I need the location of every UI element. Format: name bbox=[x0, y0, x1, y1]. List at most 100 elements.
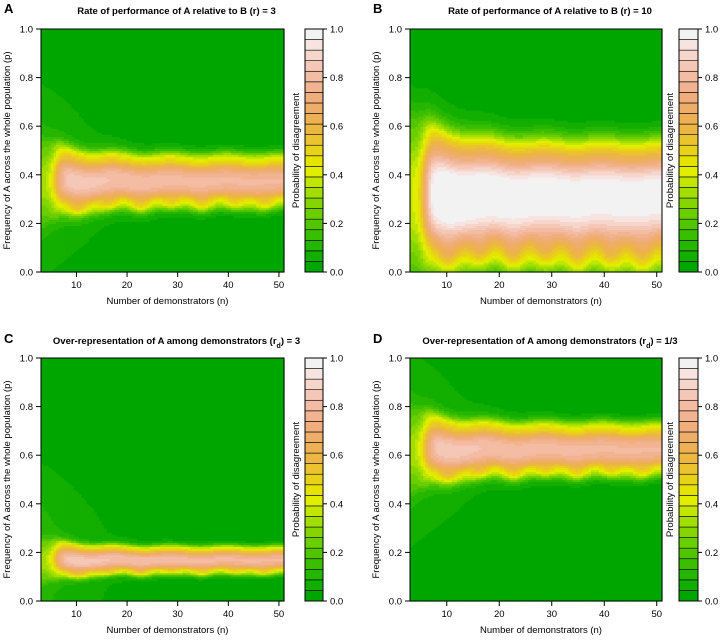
heatmap-cell bbox=[63, 49, 67, 52]
heatmap-cell bbox=[46, 267, 50, 271]
heatmap-cell bbox=[61, 225, 65, 229]
heatmap-cell bbox=[48, 251, 52, 255]
heatmap-cell bbox=[41, 178, 45, 182]
heatmap-cell bbox=[46, 31, 50, 34]
heatmap-cell bbox=[56, 87, 60, 91]
heatmap-cell bbox=[43, 186, 47, 190]
heatmap-cell bbox=[58, 243, 62, 247]
heatmap-cell bbox=[61, 231, 65, 235]
heatmap-cell bbox=[48, 29, 52, 32]
heatmap-cell bbox=[53, 154, 57, 158]
heatmap-cell bbox=[56, 105, 60, 109]
heatmap-cell bbox=[41, 162, 45, 166]
heatmap-cell bbox=[53, 105, 57, 109]
heatmap-cell bbox=[53, 184, 57, 188]
heatmap-cell bbox=[43, 253, 47, 257]
heatmap-cell bbox=[61, 31, 65, 34]
heatmap-cell bbox=[63, 140, 67, 144]
heatmap-cell bbox=[61, 203, 65, 206]
heatmap-cell bbox=[58, 231, 62, 235]
heatmap-cell bbox=[61, 114, 65, 117]
heatmap-cell bbox=[41, 103, 45, 107]
heatmap-cell bbox=[58, 132, 62, 135]
heatmap-cell bbox=[51, 107, 55, 111]
heatmap-cell bbox=[61, 118, 65, 121]
heatmap-cell bbox=[61, 132, 65, 135]
heatmap-cell bbox=[51, 184, 55, 188]
heatmap-cell bbox=[48, 91, 52, 95]
heatmap-cell bbox=[66, 247, 70, 251]
heatmap-cell bbox=[53, 168, 57, 172]
heatmap-cell bbox=[58, 188, 62, 192]
heatmap-cell bbox=[66, 229, 70, 233]
heatmap-cell bbox=[43, 61, 47, 65]
heatmap-cell bbox=[58, 201, 62, 204]
heatmap-cell bbox=[43, 128, 47, 131]
heatmap-cell bbox=[63, 269, 67, 273]
heatmap-cell bbox=[48, 170, 52, 174]
heatmap-cell bbox=[46, 65, 50, 69]
heatmap-cell bbox=[58, 186, 62, 190]
heatmap-cell bbox=[61, 49, 65, 52]
heatmap-cell bbox=[56, 243, 60, 247]
heatmap-cell bbox=[66, 112, 70, 115]
heatmap-cell bbox=[58, 47, 62, 50]
heatmap-cell bbox=[58, 267, 62, 271]
heatmap-cell bbox=[66, 217, 70, 220]
heatmap-cell bbox=[46, 215, 50, 218]
heatmap-cell bbox=[66, 176, 70, 180]
heatmap-cell bbox=[46, 59, 50, 63]
heatmap-cell bbox=[41, 130, 45, 133]
heatmap-cell bbox=[43, 221, 47, 225]
heatmap-cell bbox=[63, 53, 67, 56]
heatmap-cell bbox=[41, 231, 45, 235]
heatmap-cell bbox=[53, 136, 57, 139]
heatmap-cell bbox=[46, 43, 50, 46]
heatmap-cell bbox=[58, 211, 62, 214]
heatmap-cell bbox=[51, 55, 55, 58]
heatmap-cell bbox=[56, 81, 60, 85]
heatmap-cell bbox=[46, 39, 50, 42]
heatmap-cell bbox=[41, 168, 45, 172]
heatmap-cell bbox=[53, 39, 57, 42]
heatmap-cell bbox=[48, 241, 52, 245]
heatmap-cell bbox=[51, 89, 55, 93]
heatmap-cell bbox=[48, 249, 52, 253]
heatmap-cell bbox=[61, 91, 65, 95]
heatmap-cell bbox=[41, 114, 45, 117]
heatmap-cell bbox=[61, 53, 65, 56]
heatmap-cell bbox=[63, 259, 67, 263]
heatmap-cell bbox=[48, 231, 52, 235]
heatmap-cell bbox=[41, 176, 45, 180]
heatmap-cell bbox=[48, 223, 52, 227]
heatmap-cell bbox=[61, 146, 65, 150]
heatmap-cell bbox=[56, 241, 60, 245]
heatmap-cell bbox=[51, 213, 55, 216]
heatmap-cell bbox=[66, 239, 70, 243]
heatmap-cell bbox=[43, 47, 47, 50]
heatmap-cell bbox=[46, 247, 50, 251]
heatmap-cell bbox=[48, 150, 52, 154]
heatmap-cell bbox=[61, 205, 65, 208]
heatmap-cell bbox=[53, 29, 57, 32]
heatmap-cell bbox=[53, 186, 57, 190]
heatmap-cell bbox=[63, 110, 67, 113]
heatmap-cell bbox=[48, 197, 52, 200]
heatmap-cell bbox=[43, 73, 47, 77]
heatmap-cell bbox=[61, 243, 65, 247]
heatmap-cell bbox=[48, 213, 52, 216]
heatmap-cell bbox=[41, 51, 45, 54]
heatmap-cell bbox=[56, 223, 60, 227]
heatmap-cell bbox=[46, 182, 50, 186]
heatmap-cell bbox=[53, 156, 57, 160]
heatmap-cell bbox=[51, 65, 55, 69]
heatmap-cell bbox=[61, 195, 65, 198]
heatmap-cell bbox=[41, 99, 45, 103]
heatmap-cell bbox=[43, 35, 47, 38]
heatmap-cell bbox=[41, 142, 45, 146]
heatmap-cell bbox=[61, 172, 65, 176]
heatmap-cell bbox=[61, 150, 65, 154]
heatmap-cell bbox=[51, 97, 55, 101]
heatmap-cell bbox=[58, 156, 62, 160]
heatmap-cell bbox=[51, 251, 55, 255]
